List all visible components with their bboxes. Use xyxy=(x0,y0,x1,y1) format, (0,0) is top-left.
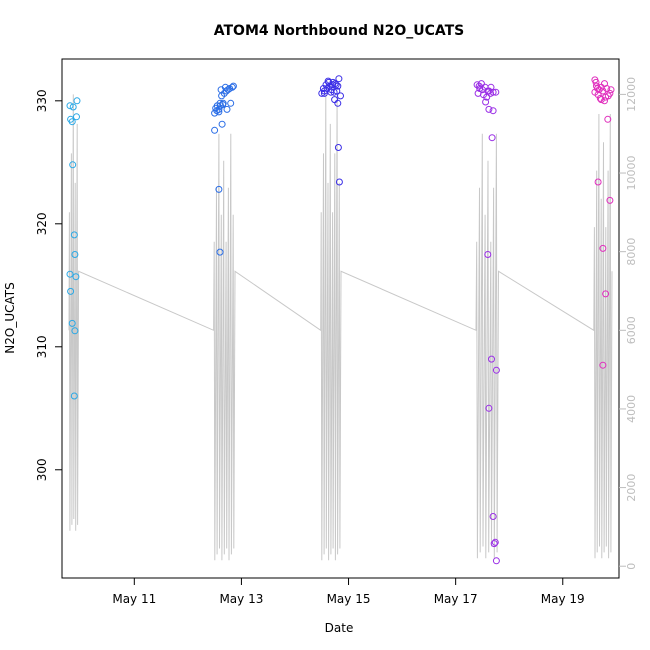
data-point xyxy=(492,88,500,96)
data-point xyxy=(69,103,77,111)
data-point xyxy=(337,92,344,100)
data-point xyxy=(601,97,608,105)
data-point xyxy=(487,83,495,91)
data-point xyxy=(67,287,75,295)
y-tick-label: 310 xyxy=(35,335,49,358)
data-point xyxy=(69,161,77,169)
x-axis-label: Date xyxy=(325,621,354,635)
y2-tick-label: 0 xyxy=(625,563,638,570)
data-point xyxy=(489,513,497,520)
data-point xyxy=(492,557,500,565)
data-point xyxy=(485,105,493,113)
data-point xyxy=(334,82,342,90)
y-axis: 300 310 320 330 xyxy=(35,89,62,481)
data-point xyxy=(71,327,79,335)
data-point xyxy=(324,77,332,85)
data-point xyxy=(319,85,327,92)
data-point xyxy=(73,113,80,121)
data-point xyxy=(71,251,79,258)
plot-frame xyxy=(61,58,620,579)
data-point xyxy=(491,538,499,546)
y2-tick-label: 12000 xyxy=(625,77,638,112)
x-tick-label: May 11 xyxy=(112,592,156,606)
data-point xyxy=(490,540,498,548)
data-point xyxy=(335,75,343,83)
data-point xyxy=(483,93,491,101)
data-point xyxy=(599,244,607,252)
data-point xyxy=(211,126,219,134)
data-point xyxy=(219,99,227,107)
data-point xyxy=(68,319,76,327)
data-point xyxy=(488,134,496,142)
data-point xyxy=(72,273,80,281)
data-point xyxy=(335,178,343,186)
data-point xyxy=(70,392,78,400)
y-tick-label: 300 xyxy=(35,458,49,481)
data-point xyxy=(215,185,223,193)
data-point xyxy=(66,270,74,278)
data-point xyxy=(603,85,611,92)
y2-tick-label: 10000 xyxy=(625,156,638,191)
data-point xyxy=(482,98,490,106)
data-point xyxy=(484,251,492,258)
data-point xyxy=(599,361,607,369)
data-point xyxy=(492,366,500,374)
data-point xyxy=(217,86,225,94)
data-point xyxy=(607,86,615,94)
data-point xyxy=(327,88,335,96)
x-tick-label: May 13 xyxy=(219,592,263,606)
x-axis: May 11 May 13 May 15 May 17 May 19 xyxy=(112,578,585,606)
data-point xyxy=(70,231,78,239)
data-points xyxy=(66,75,615,565)
data-point xyxy=(334,99,342,107)
data-point xyxy=(216,99,224,107)
data-point xyxy=(475,82,483,90)
data-point xyxy=(485,87,493,95)
data-point xyxy=(229,82,237,90)
data-point xyxy=(485,404,493,412)
data-point xyxy=(73,97,81,105)
y2-tick-label: 4000 xyxy=(625,395,638,423)
data-point xyxy=(227,99,235,107)
x-tick-label: May 17 xyxy=(434,592,478,606)
data-point xyxy=(602,93,610,101)
data-point xyxy=(218,120,226,128)
data-point xyxy=(66,102,74,110)
data-point xyxy=(211,109,219,117)
x-tick-label: May 19 xyxy=(541,592,585,606)
y2-tick-label: 8000 xyxy=(625,238,638,266)
data-point xyxy=(216,248,224,256)
data-point xyxy=(604,115,612,123)
y2-axis: 0 2000 4000 6000 8000 10000 12000 xyxy=(619,77,638,570)
data-point xyxy=(602,290,610,298)
data-point xyxy=(488,355,495,363)
data-point xyxy=(593,82,600,90)
data-point xyxy=(224,86,232,94)
data-point xyxy=(320,89,328,97)
data-point xyxy=(334,144,342,151)
data-point xyxy=(68,118,76,126)
y-tick-label: 330 xyxy=(35,89,49,112)
data-point xyxy=(489,107,497,115)
data-point xyxy=(594,91,602,99)
altitude-trace xyxy=(68,94,613,561)
data-point xyxy=(594,178,602,186)
data-point xyxy=(606,196,614,204)
data-point xyxy=(215,108,223,116)
x-tick-label: May 15 xyxy=(327,592,371,606)
y2-tick-label: 2000 xyxy=(625,474,638,502)
data-point xyxy=(332,81,340,89)
altitude-line xyxy=(68,94,613,561)
data-point xyxy=(223,105,231,113)
chart-title: ATOM4 Northbound N2O_UCATS xyxy=(214,23,465,39)
y2-tick-label: 6000 xyxy=(625,316,638,344)
y-tick-label: 320 xyxy=(35,212,49,235)
y-axis-label: N2O_UCATS xyxy=(3,282,17,353)
